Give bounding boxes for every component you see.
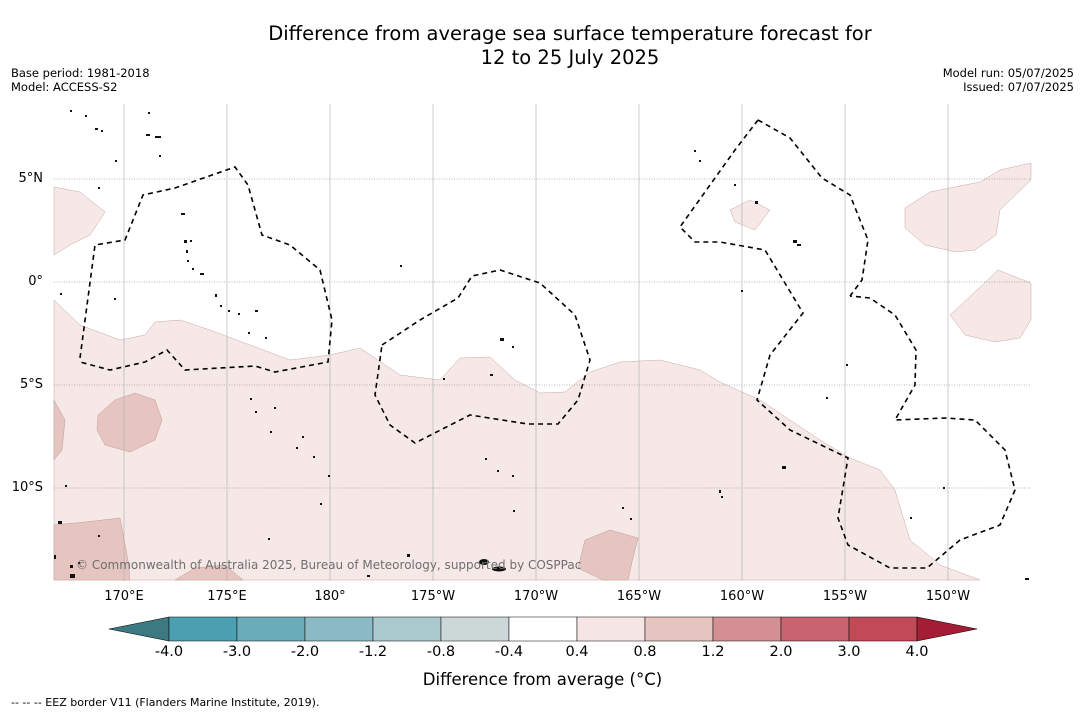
eez-borders xyxy=(79,119,1016,569)
lon-label-170e: 170°E xyxy=(104,589,144,604)
lon-label-165w: 165°W xyxy=(616,589,662,604)
title-line-1: Difference from average sea surface temp… xyxy=(268,22,872,45)
colorbar-segment xyxy=(644,616,714,642)
colorbar-label: Difference from average (°C) xyxy=(422,670,663,689)
colorbar-tick: -0.8 xyxy=(426,644,456,660)
eez-legend: -- -- -- EEZ border V11 (Flanders Marine… xyxy=(11,696,320,709)
colorbar-tick: -4.0 xyxy=(154,644,184,660)
colorbar-tick: -0.4 xyxy=(494,644,524,660)
lon-label-155w: 155°W xyxy=(822,589,868,604)
lat-label-5s: 5°S xyxy=(19,377,43,392)
colorbar-segment xyxy=(440,616,510,642)
eez-border-line-islands xyxy=(757,119,869,297)
model-run: Model run: 05/07/2025 xyxy=(942,66,1074,80)
lon-label-150w: 150°W xyxy=(925,589,971,604)
anomaly-region-ne xyxy=(904,162,1032,253)
islands xyxy=(54,110,1029,580)
anomaly-region-e xyxy=(949,269,1032,343)
title-line-2: 12 to 25 July 2025 xyxy=(480,46,660,69)
run-info: Model run: 05/07/2025 Issued: 07/07/2025 xyxy=(943,66,1074,94)
colorbar-tick: -1.2 xyxy=(358,644,388,660)
anomaly-region-w xyxy=(53,186,106,256)
colorbar-segment xyxy=(780,616,850,642)
copyright-credit: © Commonwealth of Australia 2025, Bureau… xyxy=(76,558,582,572)
colorbar-tick: 4.0 xyxy=(905,644,929,660)
anomaly-warm-2 xyxy=(53,399,66,461)
colorbar-segment xyxy=(712,616,782,642)
longitude-gridlines xyxy=(123,104,949,581)
colorbar-segment xyxy=(168,616,238,642)
lon-label-175w: 175°W xyxy=(410,589,456,604)
base-period: Base period: 1981-2018 xyxy=(11,66,150,80)
colorbar-segment xyxy=(576,616,646,642)
colorbar xyxy=(108,616,978,642)
lon-label-170w: 170°W xyxy=(513,589,559,604)
anomaly-warm-3 xyxy=(53,517,131,581)
lat-label-5n: 5°N xyxy=(18,171,44,186)
colorbar-segment xyxy=(236,616,306,642)
anomaly-region-islet xyxy=(729,199,771,231)
issued-date: Issued: 07/07/2025 xyxy=(963,80,1074,94)
lon-label-175e: 175°E xyxy=(207,589,247,604)
colorbar-segment xyxy=(508,616,578,642)
colorbar-tick: -3.0 xyxy=(222,644,252,660)
lon-label-180: 180° xyxy=(314,589,346,604)
colorbar-segments xyxy=(168,616,918,642)
colorbar-tick: 2.0 xyxy=(769,644,793,660)
eez-border-tokelau xyxy=(374,269,591,444)
lat-label-eq: 0° xyxy=(28,274,43,289)
lon-label-160w: 160°W xyxy=(719,589,765,604)
eez-border-line-islands-2 xyxy=(678,119,1016,569)
colorbar-tick: 1.2 xyxy=(701,644,725,660)
eez-border-kiribati-gilbert xyxy=(79,166,333,373)
latitude-gridlines xyxy=(54,178,1031,489)
map-title: Difference from average sea surface temp… xyxy=(0,22,1085,70)
colorbar-segment xyxy=(372,616,442,642)
anomaly-warm-4 xyxy=(577,529,639,581)
colorbar-segment xyxy=(848,616,918,642)
colorbar-tick: 0.4 xyxy=(565,644,589,660)
colorbar-tick: 3.0 xyxy=(837,644,861,660)
colorbar-extend-high xyxy=(916,616,978,642)
anomaly-warm-5 xyxy=(174,564,244,581)
colorbar-tick: 0.8 xyxy=(633,644,657,660)
colorbar-segment xyxy=(304,616,374,642)
colorbar-extend-low xyxy=(108,616,170,642)
anomaly-warm-1 xyxy=(96,392,163,453)
model-info: Base period: 1981-2018 Model: ACCESS-S2 xyxy=(11,66,150,94)
colorbar-tick: -2.0 xyxy=(290,644,320,660)
model-name: Model: ACCESS-S2 xyxy=(11,80,118,94)
lat-label-10s: 10°S xyxy=(11,480,43,495)
